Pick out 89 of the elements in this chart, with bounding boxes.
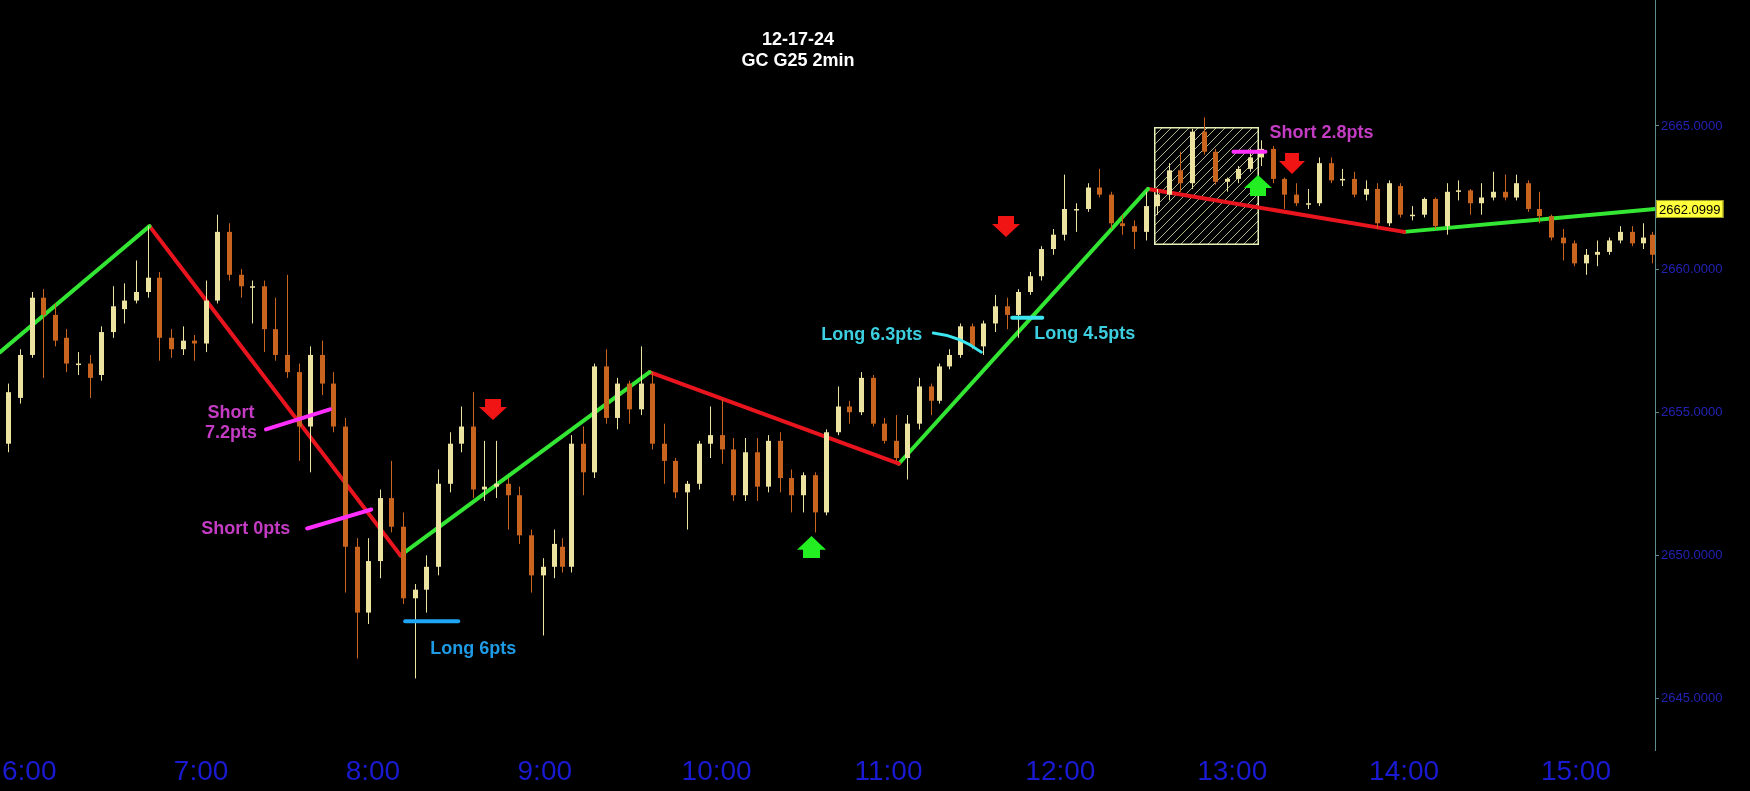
candlestick	[1028, 271, 1033, 296]
candlestick	[929, 383, 934, 416]
candlestick	[146, 225, 151, 299]
candlestick	[801, 471, 806, 513]
candlestick	[552, 529, 557, 579]
candlestick	[1514, 174, 1519, 201]
y-tick-label: 2665.0000	[1661, 117, 1723, 133]
x-tick-label: 7:00	[173, 754, 229, 786]
candlestick	[1352, 171, 1357, 199]
text: GC G25 2min	[741, 49, 855, 70]
candlestick	[970, 322, 975, 350]
candlestick	[560, 537, 565, 574]
candlestick	[482, 440, 487, 502]
y-tick-label: 2645.0000	[1661, 690, 1723, 706]
candlestick	[1178, 151, 1183, 193]
candlestick	[134, 260, 139, 304]
text: 12-17-24	[761, 28, 835, 49]
candlestick	[1120, 214, 1125, 236]
candlestick	[1503, 174, 1508, 201]
candlestick	[1132, 219, 1137, 250]
candlestick	[1016, 288, 1021, 339]
candlestick	[685, 480, 690, 531]
x-tick-label: 10:00	[681, 754, 752, 786]
x-tick-label: 6:00	[1, 754, 57, 786]
candlestick	[1097, 168, 1102, 199]
candlestick	[720, 398, 725, 465]
candlestick	[413, 583, 418, 679]
candlestick	[1650, 231, 1655, 264]
candlestick	[662, 423, 667, 485]
candlestick	[882, 417, 887, 445]
candlestick	[1155, 188, 1160, 216]
candlestick	[1329, 156, 1334, 184]
candlestick	[1051, 228, 1056, 256]
candlestick	[41, 288, 46, 379]
candlestick	[285, 274, 290, 379]
candlestick	[1595, 239, 1600, 267]
candlestick	[1422, 197, 1427, 219]
candlestick	[88, 354, 93, 399]
candlestick	[1248, 148, 1253, 173]
candlestick	[993, 294, 998, 333]
candlestick	[1572, 239, 1577, 267]
candlestick	[459, 405, 464, 453]
candlestick	[1584, 248, 1589, 276]
x-tick-label: 9:00	[517, 754, 573, 786]
candlestick	[1294, 182, 1299, 207]
y-tick-label: 2650.0000	[1661, 546, 1723, 562]
candlestick	[181, 325, 186, 356]
x-tick-label: 8:00	[345, 754, 401, 786]
candlestick	[1306, 188, 1311, 210]
annotation: Long 4.5pts	[1034, 322, 1136, 343]
candlestick	[1456, 179, 1461, 201]
annotation: Short 7.2pts	[204, 402, 257, 443]
annotation: Long 6pts	[430, 638, 517, 659]
candlestick	[169, 328, 174, 359]
candlestick	[847, 400, 852, 425]
candlestick	[122, 282, 127, 324]
candlestick	[1491, 171, 1496, 201]
x-tick-label: 11:00	[854, 754, 923, 786]
annotation: Long 6.3pts	[821, 324, 923, 345]
candlestick	[1282, 176, 1287, 210]
candlestick	[1086, 182, 1091, 213]
candlestick	[981, 320, 986, 356]
candlestick	[424, 554, 429, 614]
candlestick	[894, 414, 899, 462]
candlestick	[1202, 116, 1207, 156]
candlestick	[1549, 214, 1554, 241]
candlestick	[789, 468, 794, 513]
candlestick	[947, 348, 952, 370]
candlestick	[1468, 188, 1473, 216]
x-tick-label: 13:00	[1197, 754, 1268, 786]
x-tick-label: 12:00	[1025, 754, 1096, 786]
candlestick	[494, 440, 499, 499]
y-tick-label: 2655.0000	[1661, 403, 1723, 419]
annotation: Short 0pts	[201, 517, 291, 538]
candlestick	[1005, 297, 1010, 330]
annotation: 2662.0999	[1659, 201, 1721, 217]
candlestick	[192, 334, 197, 362]
candlestick	[239, 268, 244, 299]
candlestick	[1364, 179, 1369, 201]
candlestick	[708, 405, 713, 459]
candlestick	[1630, 225, 1635, 247]
x-tick-label: 15:00	[1540, 754, 1611, 786]
candlestick	[541, 557, 546, 636]
candlestick	[506, 477, 511, 531]
annotation: Short 2.8pts	[1269, 121, 1374, 142]
y-tick-label: 2660.0000	[1661, 260, 1723, 276]
x-tick-label: 14:00	[1369, 754, 1440, 786]
candlestick	[1537, 191, 1542, 224]
candlestick	[250, 280, 255, 324]
